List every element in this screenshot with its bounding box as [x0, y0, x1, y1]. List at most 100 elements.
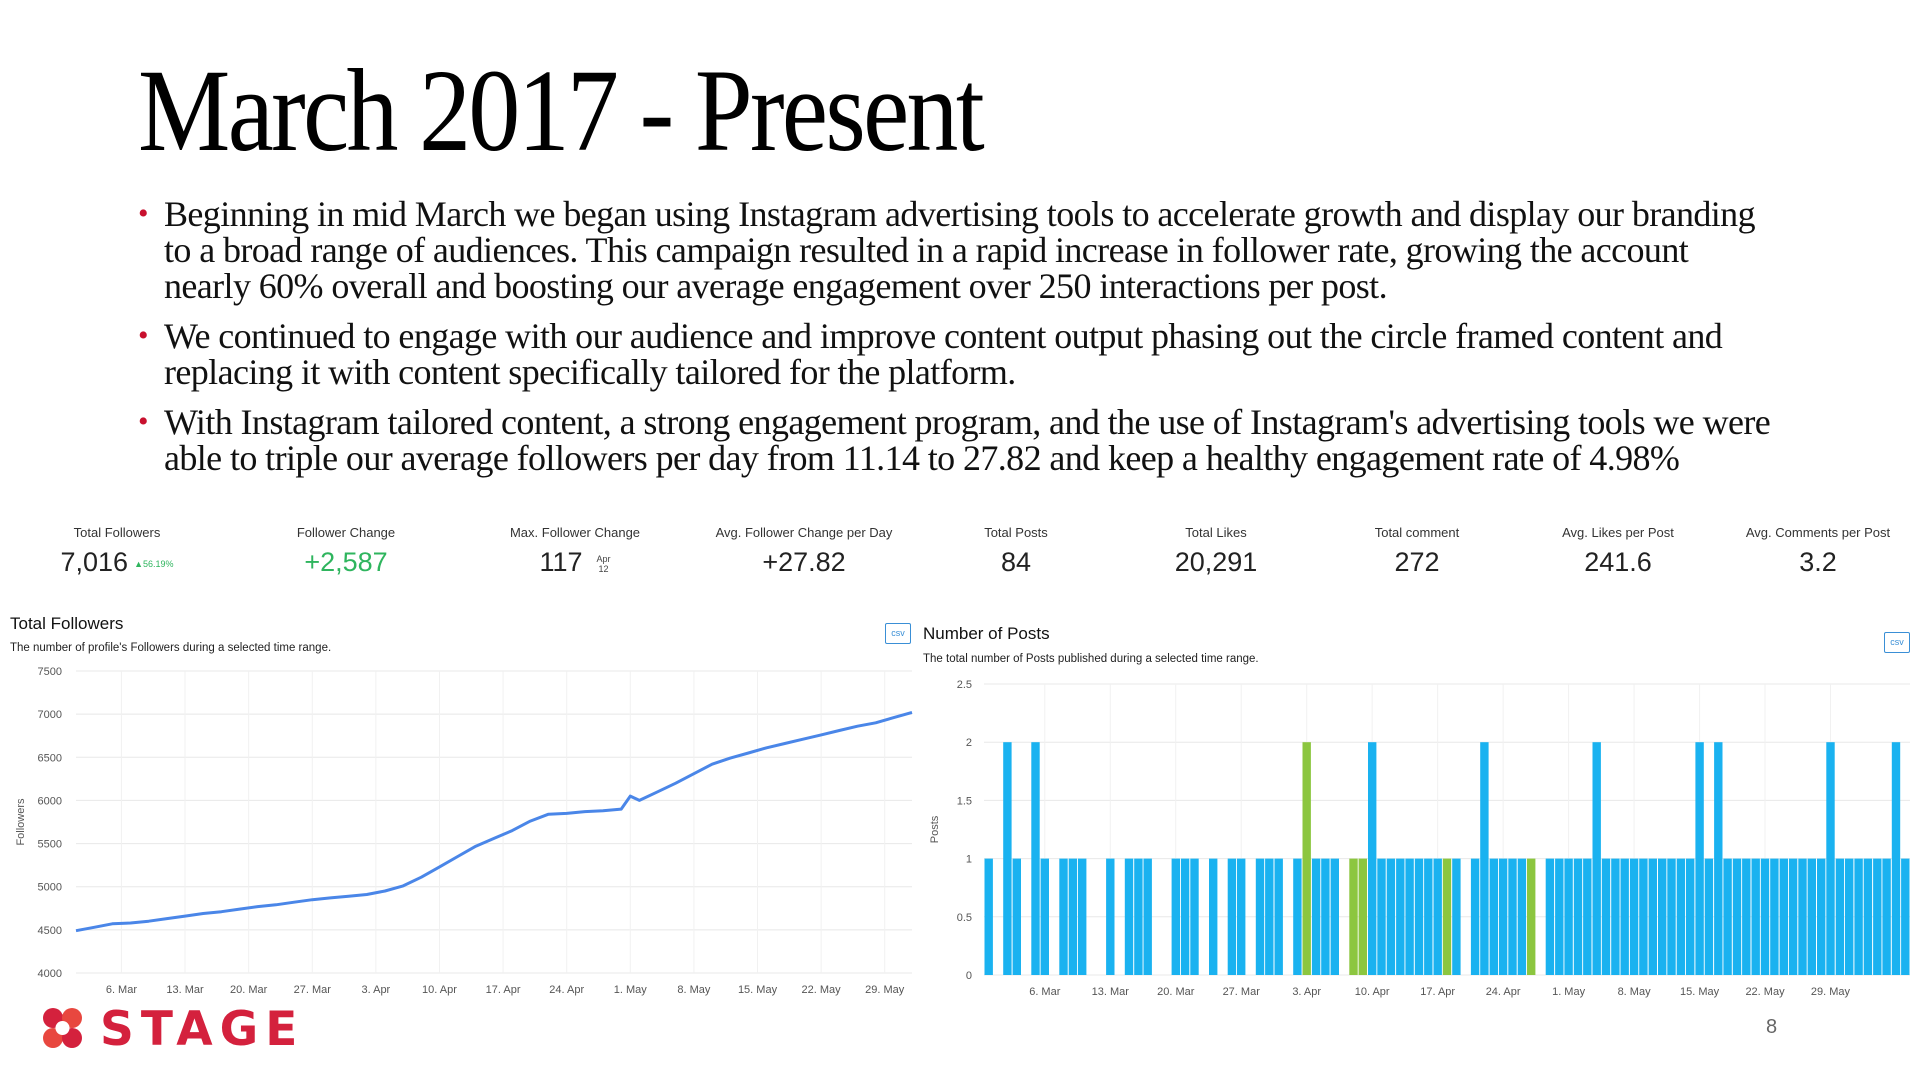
post-bar — [1779, 858, 1788, 975]
stat-label: Total Posts — [984, 525, 1048, 540]
followers-series-line — [75, 710, 913, 933]
post-bar — [1854, 858, 1863, 975]
post-bar — [1658, 858, 1667, 975]
post-bar — [1321, 858, 1330, 975]
x-tick-label: 6. Mar — [1029, 986, 1061, 998]
post-bar — [1751, 858, 1760, 975]
post-bar — [1826, 742, 1835, 975]
bullet-text: With Instagram tailored content, a stron… — [164, 402, 1771, 478]
stat-value: 241.6 — [1584, 547, 1652, 577]
post-bar — [1368, 742, 1377, 975]
stat-label: Max. Follower Change — [509, 525, 641, 540]
y-tick-label: 5500 — [38, 839, 62, 851]
stat-label: Avg. Follower Change per Day — [715, 525, 893, 540]
stat-label: Total Likes — [1185, 525, 1247, 540]
x-tick-label: 10. Apr — [422, 984, 457, 996]
y-tick-label: 1.5 — [957, 795, 972, 807]
stats-row: Total Followers 7,016 ▲56.19% Follower Ch… — [0, 525, 1920, 585]
stat-value: 3.2 — [1799, 547, 1837, 577]
stat-total-posts: Total Posts 84 — [916, 525, 1116, 578]
post-bar — [1237, 858, 1246, 975]
y-tick-label: 2 — [966, 737, 972, 749]
post-bar — [1396, 858, 1405, 975]
stat-value-text: 7,016 — [60, 547, 129, 577]
post-bar — [1901, 858, 1910, 975]
x-tick-label: 13. Mar — [1092, 986, 1130, 998]
post-bar — [1078, 858, 1087, 975]
stat-avg-comments: Avg. Comments per Post 3.2 — [1718, 525, 1918, 578]
bullet-dot-icon: • — [138, 405, 149, 438]
post-bar — [1629, 858, 1639, 975]
bullet-dot-icon: • — [138, 319, 149, 352]
x-tick-label: 10. Apr — [1355, 986, 1390, 998]
post-bar — [1592, 742, 1601, 975]
stage-logo-icon — [43, 1008, 82, 1048]
x-tick-label: 3. Apr — [361, 984, 390, 996]
stat-percent: 56.19% — [142, 558, 174, 569]
stat-value: 7,016 ▲56.19% — [17, 547, 217, 578]
stat-label: Total comment — [1374, 525, 1460, 540]
x-tick-label: 20. Mar — [230, 984, 268, 996]
up-arrow-icon: ▲ — [134, 558, 143, 569]
post-bar — [1255, 858, 1265, 975]
post-bar — [984, 858, 993, 975]
y-tick-label: 7500 — [38, 666, 62, 678]
x-tick-label: 29. May — [1811, 986, 1851, 998]
post-bar — [1835, 858, 1845, 975]
post-bar — [1583, 858, 1592, 975]
bullet-item: • With Instagram tailored content, a stro… — [134, 404, 1774, 476]
post-bar — [1209, 858, 1218, 975]
stat-value: +2,587 — [304, 547, 388, 577]
post-bar — [1124, 858, 1134, 975]
post-bar — [1106, 858, 1115, 975]
bullet-text: We continued to engage with our audience… — [164, 316, 1723, 392]
x-tick-label: 27. Mar — [1223, 986, 1261, 998]
post-bar — [1442, 858, 1452, 975]
post-bar — [1611, 858, 1620, 975]
stat-avg-likes: Avg. Likes per Post 241.6 — [1518, 525, 1718, 578]
post-bar — [1480, 742, 1489, 975]
x-tick-label: 17. Apr — [486, 984, 521, 996]
csv-export-button[interactable]: csv — [885, 623, 911, 644]
post-bar — [1517, 858, 1527, 975]
y-tick-label: 5000 — [38, 882, 62, 894]
post-bar — [1863, 858, 1873, 975]
x-tick-label: 15. May — [1680, 986, 1720, 998]
post-bar — [1817, 858, 1826, 975]
post-bar — [1601, 858, 1611, 975]
post-bar — [1377, 858, 1386, 975]
post-bar — [1358, 858, 1367, 975]
post-bar — [1274, 858, 1283, 975]
stat-max-follower-change: Max. Follower Change 117 Apr 12 — [475, 525, 675, 578]
y-tick-label: 1 — [966, 854, 972, 866]
x-tick-label: 1. May — [614, 984, 648, 996]
post-bar — [1798, 858, 1807, 975]
post-bar — [1732, 858, 1742, 975]
y-tick-label: 4000 — [38, 968, 62, 980]
post-bar — [1639, 858, 1648, 975]
stat-value: 272 — [1394, 547, 1440, 577]
post-bar — [1293, 858, 1302, 975]
x-tick-label: 27. Mar — [294, 984, 332, 996]
post-bar — [1143, 858, 1152, 975]
csv-export-button[interactable]: csv — [1884, 632, 1910, 653]
y-tick-label: 0 — [966, 970, 972, 982]
post-bar — [1648, 858, 1657, 975]
stat-date-day: 12 — [598, 563, 609, 574]
stat-total-likes: Total Likes 20,291 — [1116, 525, 1316, 578]
post-bar — [1349, 858, 1358, 975]
post-bar — [1742, 858, 1751, 975]
x-tick-label: 8. May — [677, 984, 711, 996]
post-bar — [1059, 858, 1068, 975]
post-bar — [1405, 858, 1414, 975]
stat-total-followers: Total Followers 7,016 ▲56.19% — [17, 525, 217, 578]
post-bar — [1424, 858, 1433, 975]
bullet-item: • We continued to engage with our audienc… — [134, 318, 1774, 390]
post-bar — [1704, 858, 1714, 975]
post-bar — [1527, 858, 1536, 975]
stat-label: Avg. Likes per Post — [1562, 525, 1674, 540]
bullet-list: • Beginning in mid March we began using I… — [134, 196, 1774, 490]
x-tick-label: 8. May — [1618, 986, 1652, 998]
post-bar — [1564, 858, 1573, 975]
x-tick-label: 20. Mar — [1157, 986, 1195, 998]
